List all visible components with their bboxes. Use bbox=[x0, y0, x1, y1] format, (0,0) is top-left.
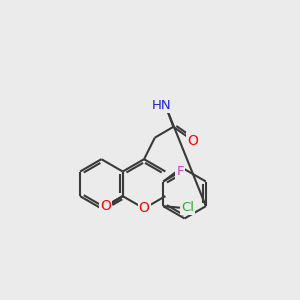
Text: O: O bbox=[139, 202, 149, 215]
Text: HN: HN bbox=[152, 99, 172, 112]
Text: Cl: Cl bbox=[182, 201, 194, 214]
Text: O: O bbox=[188, 134, 198, 148]
Text: O: O bbox=[100, 199, 111, 213]
Text: F: F bbox=[176, 165, 184, 178]
